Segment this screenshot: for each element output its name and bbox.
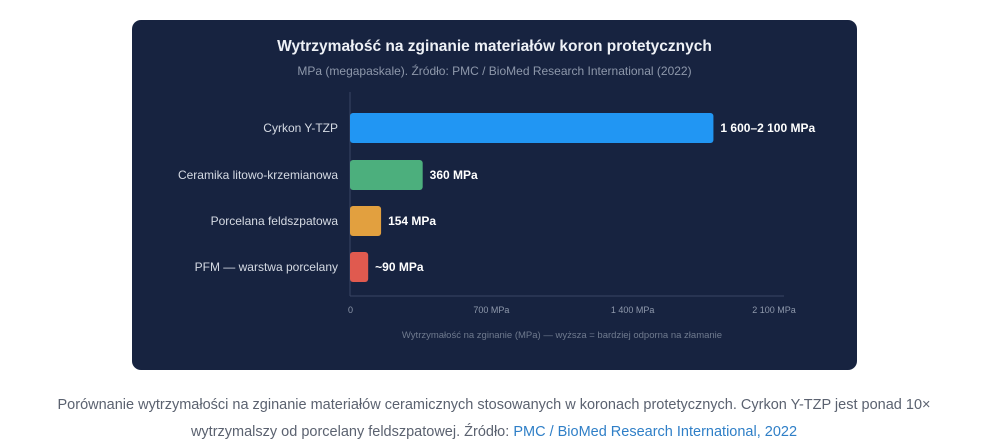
chart-title: Wytrzymałość na zginanie materiałów koro… — [277, 38, 712, 55]
category-label: PFM — warstwa porcelany — [195, 260, 338, 274]
category-label: Ceramika litowo-krzemianowa — [178, 168, 338, 182]
bar-chart: Cyrkon Y-TZP 1 600–2 100 MPa Ceramika lito… — [178, 92, 815, 341]
bar — [350, 113, 714, 143]
category-label: Porcelana feldszpatowa — [211, 214, 339, 228]
caption-line-2: wytrzymalszy od porcelany feldszpatowej.… — [0, 419, 988, 446]
value-label: 1 600–2 100 MPa — [720, 121, 815, 135]
chart-card: Wytrzymałość na zginanie materiałów koro… — [132, 20, 857, 370]
source-link[interactable]: PMC / BioMed Research International, 202… — [513, 424, 798, 440]
x-axis-label: Wytrzymałość na zginanie (MPa) — wyższa … — [402, 330, 722, 341]
caption-line-1: Porównanie wytrzymałości na zginanie mat… — [57, 397, 931, 413]
bar — [350, 206, 382, 236]
chart-subtitle: MPa (megapaskale). Źródło: PMC / BioMed … — [297, 64, 692, 78]
x-tick-label: 0 — [348, 305, 353, 315]
x-tick-label: 1 400 MPa — [611, 305, 655, 315]
value-label: 154 MPa — [388, 214, 436, 228]
bar — [350, 252, 369, 282]
caption-text: wytrzymalszy od porcelany feldszpatowej.… — [190, 424, 514, 440]
category-label: Cyrkon Y-TZP — [263, 121, 338, 135]
value-label: 360 MPa — [430, 168, 478, 182]
x-tick-label: 2 100 MPa — [752, 305, 796, 315]
bar — [350, 160, 423, 190]
figure-caption: Porównanie wytrzymałości na zginanie mat… — [0, 392, 988, 446]
x-tick-label: 700 MPa — [473, 305, 509, 315]
value-label: ~90 MPa — [375, 260, 424, 274]
